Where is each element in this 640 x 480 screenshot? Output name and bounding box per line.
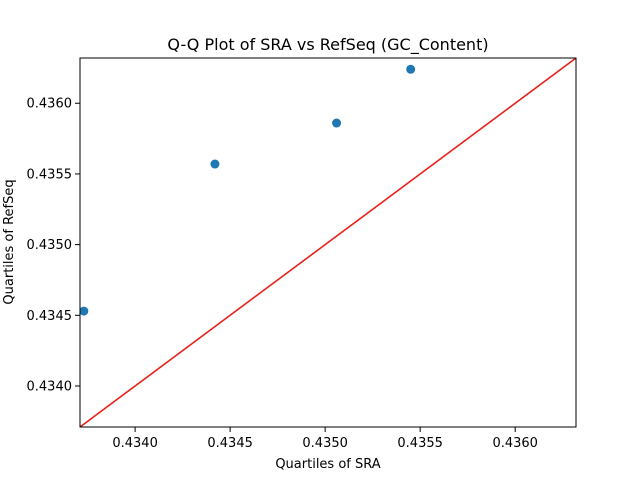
chart-title: Q-Q Plot of SRA vs RefSeq (GC_Content) xyxy=(167,35,488,55)
y-tick-label: 0.4350 xyxy=(27,238,73,253)
y-tick-label: 0.4340 xyxy=(27,380,73,395)
x-tick-label: 0.4345 xyxy=(207,436,253,451)
y-tick-label: 0.4345 xyxy=(27,309,73,324)
x-tick-label: 0.4350 xyxy=(302,436,348,451)
data-point-3 xyxy=(332,118,342,128)
data-point-1 xyxy=(80,306,89,316)
x-axis-label: Quartiles of SRA xyxy=(275,457,380,472)
plot-area xyxy=(80,58,576,427)
y-axis-label: Quartiles of RefSeq xyxy=(2,179,17,304)
data-point-2 xyxy=(210,159,220,169)
x-tick-label: 0.4360 xyxy=(492,436,538,451)
x-tick-label: 0.4340 xyxy=(112,436,158,451)
reference-line xyxy=(80,58,576,427)
x-axis: 0.4340 0.4345 0.4350 0.4355 0.4360 xyxy=(112,427,538,451)
plot-frame xyxy=(79,57,577,428)
data-point-4 xyxy=(406,64,416,74)
y-tick-label: 0.4360 xyxy=(27,97,73,112)
y-axis: 0.4340 0.4345 0.4350 0.4355 0.4360 xyxy=(27,97,80,395)
y-tick-label: 0.4355 xyxy=(27,167,73,182)
x-tick-label: 0.4355 xyxy=(397,436,443,451)
